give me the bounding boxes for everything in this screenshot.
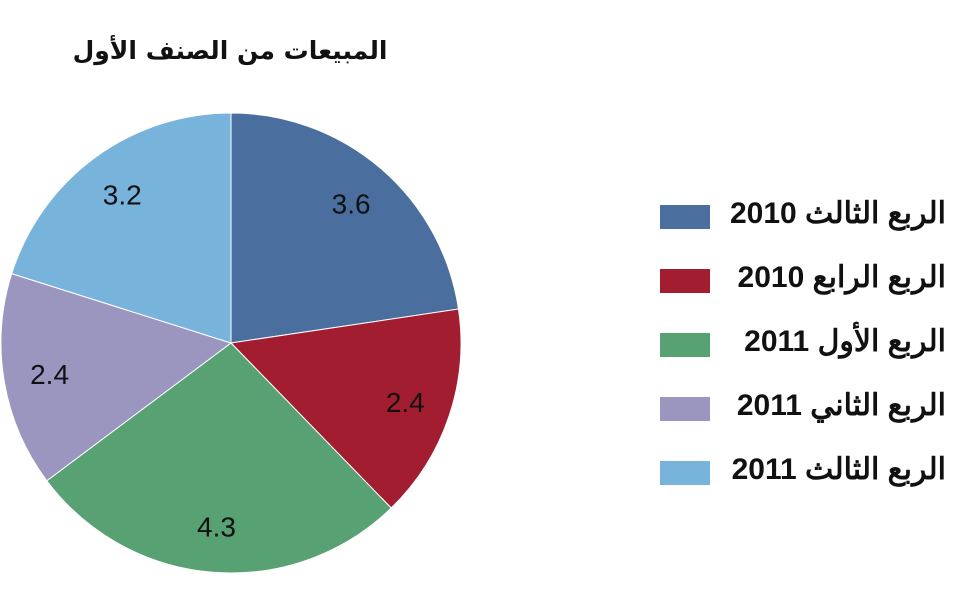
legend-item: الربع الرابع 2010 bbox=[660, 260, 950, 324]
chart-title: المبيعات من الصنف الأول bbox=[72, 36, 388, 65]
legend-item: الربع الثاني 2011 bbox=[660, 388, 950, 452]
legend-label: الربع الأول 2011 bbox=[744, 325, 946, 358]
legend-label: الربع الثاني 2011 bbox=[736, 389, 946, 422]
slice-value-label: 3.6 bbox=[332, 189, 371, 220]
slice-value-label: 3.2 bbox=[103, 180, 142, 211]
legend-label: الربع الثالث 2010 bbox=[729, 197, 946, 230]
pie-slice bbox=[0, 273, 233, 482]
slice-value-label: 2.4 bbox=[386, 387, 425, 418]
slice-value-label: 4.3 bbox=[197, 511, 236, 542]
slice-value-label: 2.4 bbox=[30, 359, 69, 390]
legend-swatch bbox=[660, 205, 710, 229]
legend-label: الربع الرابع 2010 bbox=[737, 261, 946, 294]
legend-swatch bbox=[660, 269, 710, 293]
legend-swatch bbox=[660, 397, 710, 421]
pie-slice bbox=[230, 112, 460, 344]
pie-slice bbox=[11, 112, 232, 344]
pie-slice bbox=[229, 308, 462, 509]
legend-item: الربع الأول 2011 bbox=[660, 324, 950, 388]
legend-label: الربع الثالث 2011 bbox=[731, 453, 946, 486]
pie-slice bbox=[46, 342, 392, 574]
legend-swatch bbox=[660, 333, 710, 357]
legend-swatch bbox=[660, 461, 710, 485]
legend: الربع الثالث 2010 الربع الرابع 2010 الرب… bbox=[660, 196, 950, 516]
legend-item: الربع الثالث 2010 bbox=[660, 196, 950, 260]
legend-item: الربع الثالث 2011 bbox=[660, 452, 950, 516]
